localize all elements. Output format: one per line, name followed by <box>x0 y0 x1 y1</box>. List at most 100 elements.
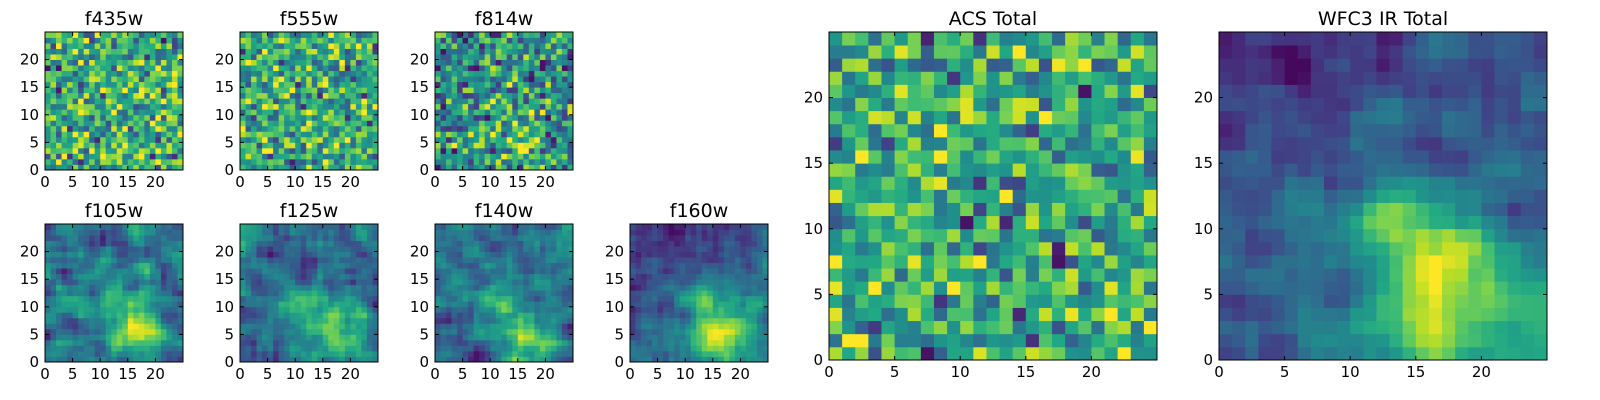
heatmap-cell <box>561 262 568 269</box>
heatmap-cell <box>155 240 162 247</box>
heatmap-cell <box>122 229 129 236</box>
heatmap-cell <box>947 163 961 177</box>
heatmap-cell <box>355 262 362 269</box>
y-tick-label: 20 <box>605 243 624 261</box>
heatmap-cell <box>328 98 335 105</box>
heatmap-cell <box>144 224 151 230</box>
heatmap-cell <box>561 323 568 330</box>
heatmap-cell <box>267 350 274 357</box>
heatmap-cell <box>100 317 107 324</box>
heatmap-cell <box>512 136 519 143</box>
heatmap-cell <box>50 81 57 88</box>
heatmap-cell <box>545 98 552 105</box>
heatmap-cell <box>495 251 502 258</box>
heatmap-cell <box>262 98 268 105</box>
heatmap-cell <box>718 306 725 313</box>
heatmap-cell <box>127 125 134 132</box>
heatmap-cell <box>855 255 869 269</box>
heatmap-cell <box>517 136 524 143</box>
heatmap-cell <box>289 114 296 121</box>
heatmap-cell <box>50 153 57 160</box>
heatmap-cell <box>484 59 491 66</box>
heatmap-cell <box>534 323 541 330</box>
heatmap-cell <box>495 48 502 55</box>
heatmap-cell <box>240 268 246 275</box>
heatmap-cell <box>881 215 895 230</box>
heatmap-cell <box>89 164 96 171</box>
heatmap-cell <box>545 273 552 280</box>
y-tick-label: 5 <box>419 133 429 151</box>
heatmap-cell <box>723 240 730 247</box>
heatmap-cell <box>829 176 843 190</box>
heatmap-cell <box>960 163 974 177</box>
heatmap-cell <box>50 240 57 247</box>
heatmap-cell <box>333 70 340 77</box>
heatmap-cell <box>718 279 725 286</box>
heatmap-cell <box>67 262 73 269</box>
heatmap-cell <box>740 240 747 247</box>
heatmap-cell <box>67 147 73 154</box>
heatmap-cell <box>734 334 741 341</box>
heatmap-cell <box>561 32 568 38</box>
heatmap-cell <box>116 65 123 72</box>
heatmap-cell <box>685 273 692 280</box>
heatmap-cell <box>311 158 318 165</box>
heatmap-cell <box>707 229 714 236</box>
heatmap-cell <box>344 65 351 72</box>
heatmap-cell <box>756 301 763 308</box>
heatmap-cell <box>317 70 324 77</box>
heatmap-cell <box>690 339 697 346</box>
heatmap-cell <box>160 290 167 297</box>
heatmap-cell <box>868 281 882 295</box>
heatmap-cell <box>1012 320 1027 335</box>
heatmap-cell <box>149 131 156 138</box>
heatmap-cell <box>245 301 252 308</box>
heatmap-cell <box>1104 228 1119 243</box>
heatmap-cell <box>278 295 285 302</box>
heatmap-cell <box>166 32 173 38</box>
heatmap-cell <box>528 301 535 308</box>
heatmap-cell <box>842 346 856 361</box>
heatmap-cell <box>256 142 263 149</box>
heatmap-cell <box>333 229 340 236</box>
heatmap-cell <box>256 301 263 308</box>
heatmap-cell <box>762 312 769 319</box>
heatmap-cell <box>344 290 351 297</box>
heatmap-cell <box>894 268 909 282</box>
heatmap-cell <box>166 268 173 275</box>
heatmap-cell <box>333 32 340 38</box>
heatmap-cell <box>289 92 296 99</box>
heatmap-cell <box>322 125 329 132</box>
heatmap-cell <box>545 81 552 88</box>
heatmap-cell <box>751 290 758 297</box>
heatmap-cell <box>550 290 557 297</box>
heatmap-cell <box>652 224 658 230</box>
heatmap-cell <box>517 229 524 236</box>
heatmap-cell <box>462 356 469 363</box>
heatmap-cell <box>166 312 173 319</box>
y-tick-label: 10 <box>410 298 429 316</box>
heatmap-cell <box>144 109 151 116</box>
heatmap-cell <box>451 306 458 313</box>
heatmap-cell <box>1078 241 1092 256</box>
heatmap-cell <box>278 81 285 88</box>
heatmap-cell <box>641 295 647 302</box>
heatmap-cell <box>295 114 302 121</box>
heatmap-cell <box>295 158 302 165</box>
heatmap-cell <box>273 142 280 149</box>
heatmap-cell <box>61 120 68 127</box>
heatmap-cell <box>251 59 257 66</box>
heatmap-cell <box>696 257 703 264</box>
heatmap-cell <box>701 229 708 236</box>
heatmap-cell <box>663 339 670 346</box>
heatmap-cell <box>663 306 670 313</box>
heatmap-cell <box>317 323 324 330</box>
heatmap-cell <box>663 356 670 363</box>
heatmap-cell <box>333 350 340 357</box>
heatmap-cell <box>545 262 552 269</box>
heatmap-cell <box>67 70 73 77</box>
heatmap-cell <box>641 284 647 291</box>
heatmap-cell <box>339 70 346 77</box>
heatmap-cell <box>317 164 324 171</box>
heatmap-cell <box>149 224 156 230</box>
